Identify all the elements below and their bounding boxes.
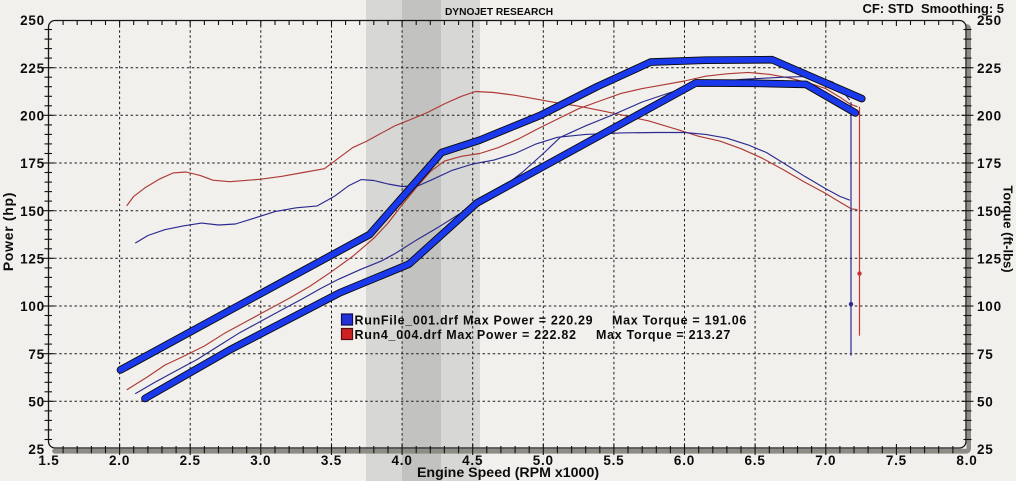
svg-text:5.0: 5.0 xyxy=(533,453,554,468)
svg-text:CF: STD Smoothing: 5: CF: STD Smoothing: 5 xyxy=(862,1,1004,16)
svg-text:6.0: 6.0 xyxy=(674,453,695,468)
svg-text:3.5: 3.5 xyxy=(321,453,342,468)
svg-text:75: 75 xyxy=(977,347,994,362)
svg-text:Torque (ft-lbs): Torque (ft-lbs) xyxy=(1001,185,1016,272)
svg-text:150: 150 xyxy=(20,204,45,219)
svg-text:Run4_004.drf Max Power = 222.8: Run4_004.drf Max Power = 222.82 xyxy=(355,328,577,342)
svg-text:225: 225 xyxy=(977,61,1002,76)
svg-text:3.0: 3.0 xyxy=(250,453,271,468)
svg-text:DYNOJET RESEARCH: DYNOJET RESEARCH xyxy=(445,7,553,18)
svg-text:200: 200 xyxy=(977,108,1002,123)
svg-text:7.5: 7.5 xyxy=(886,453,907,468)
svg-text:100: 100 xyxy=(977,299,1002,314)
svg-text:4.0: 4.0 xyxy=(392,453,413,468)
svg-text:100: 100 xyxy=(20,299,45,314)
svg-text:250: 250 xyxy=(977,13,1002,28)
svg-text:RunFile_001.drf Max Power = 22: RunFile_001.drf Max Power = 220.29 xyxy=(355,314,594,328)
svg-text:25: 25 xyxy=(977,442,994,457)
svg-text:250: 250 xyxy=(20,13,45,28)
svg-text:2.0: 2.0 xyxy=(109,453,130,468)
svg-text:8.0: 8.0 xyxy=(956,453,977,468)
svg-text:2.5: 2.5 xyxy=(180,453,201,468)
svg-text:1.5: 1.5 xyxy=(38,453,59,468)
svg-text:4.5: 4.5 xyxy=(462,453,483,468)
svg-text:Max Torque = 191.06: Max Torque = 191.06 xyxy=(612,314,747,328)
svg-text:6.5: 6.5 xyxy=(745,453,766,468)
svg-text:Engine Speed (RPM x1000): Engine Speed (RPM x1000) xyxy=(417,465,599,481)
svg-text:150: 150 xyxy=(977,204,1002,219)
svg-text:200: 200 xyxy=(20,108,45,123)
svg-text:50: 50 xyxy=(977,394,994,409)
svg-text:175: 175 xyxy=(977,156,1002,171)
svg-text:125: 125 xyxy=(977,251,1002,266)
svg-text:175: 175 xyxy=(20,156,45,171)
svg-text:Max Torque = 213.27: Max Torque = 213.27 xyxy=(596,328,731,342)
svg-text:25: 25 xyxy=(28,442,45,457)
svg-text:50: 50 xyxy=(28,394,45,409)
svg-text:5.5: 5.5 xyxy=(603,453,624,468)
svg-text:7.0: 7.0 xyxy=(815,453,836,468)
svg-text:225: 225 xyxy=(20,61,45,76)
svg-text:125: 125 xyxy=(20,251,45,266)
svg-text:75: 75 xyxy=(28,347,45,362)
svg-text:Power (hp): Power (hp) xyxy=(0,192,16,271)
